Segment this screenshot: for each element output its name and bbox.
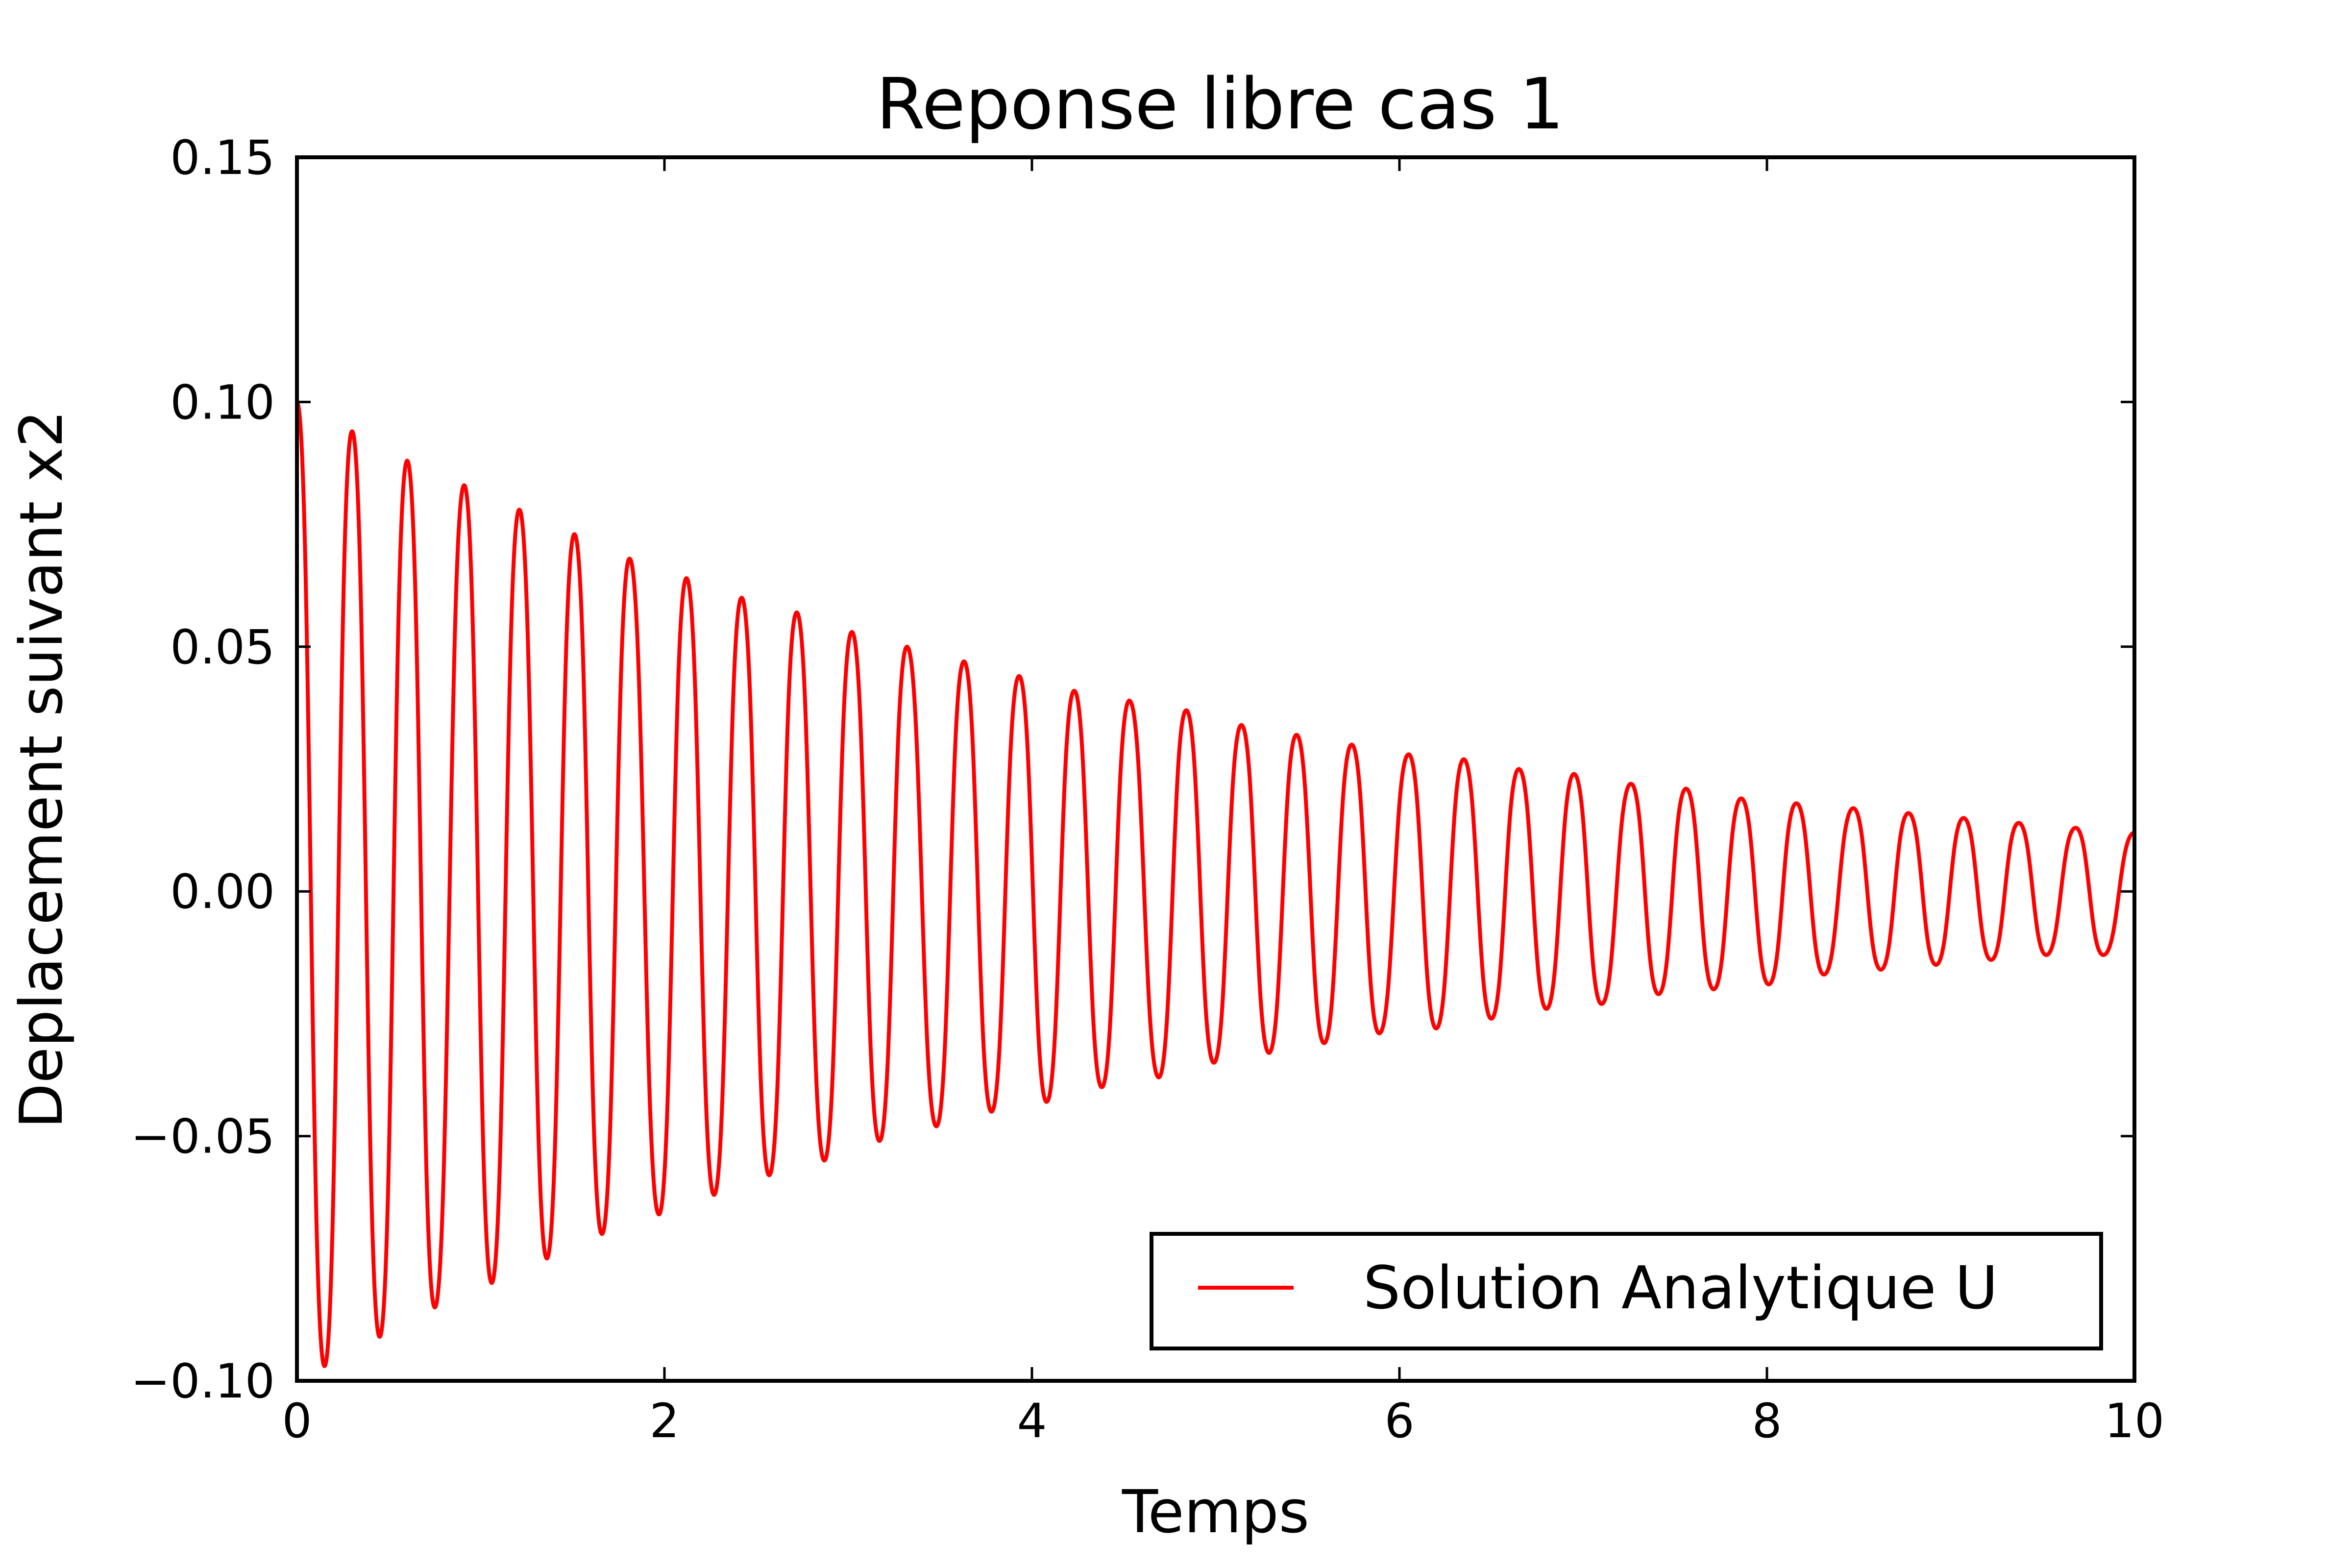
series-line-solution-analytique-u [295,400,2135,1368]
legend-label: Solution Analytique U [1363,1254,1998,1323]
y-tick-label-5: 0.15 [170,130,275,185]
y-tick-label-3: 0.05 [170,620,275,675]
legend: Solution Analytique U [1150,1232,2103,1350]
y-tick-label-0: −0.10 [131,1354,275,1409]
y-axis-label: Deplacement suivant x2 [8,410,76,1128]
legend-frame [1150,1232,2103,1350]
x-tick-label-4: 8 [1752,1394,1782,1448]
x-tick-label-3: 6 [1384,1394,1414,1448]
x-tick-label-2: 4 [1017,1394,1047,1448]
x-axis: 0 2 4 6 8 10 [282,157,2164,1448]
x-tick-label-0: 0 [282,1394,312,1448]
x-tick-label-5: 10 [2105,1394,2164,1448]
y-tick-label-4: 0.10 [170,375,275,430]
y-axis: −0.10 −0.05 0.00 0.05 0.10 0.15 [131,130,2134,1409]
x-axis-label: Temps [1122,1478,1309,1546]
x-tick-label-1: 2 [649,1394,679,1448]
y-tick-label-1: −0.05 [131,1109,275,1164]
chart-title: Reponse libre cas 1 [876,63,1564,145]
y-tick-label-2: 0.00 [170,864,275,919]
plot-area [295,155,2136,1383]
plot-frame [295,155,2136,1383]
